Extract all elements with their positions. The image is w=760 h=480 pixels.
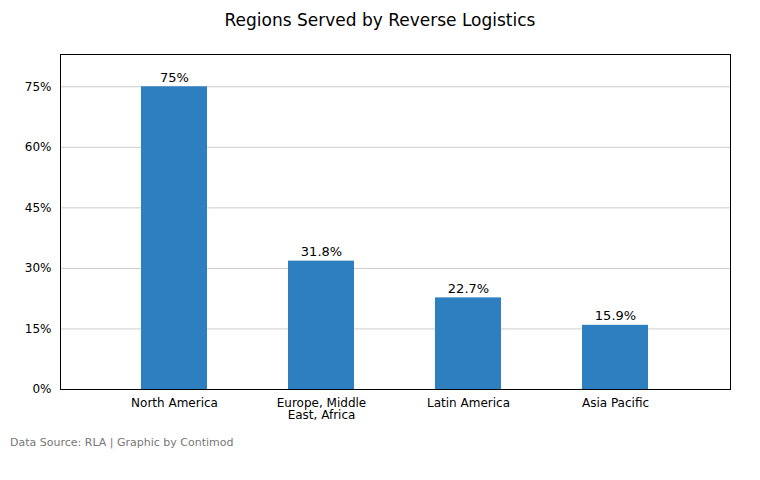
svg-text:North America: North America [131,396,218,410]
svg-text:60%: 60% [25,140,52,154]
svg-text:Latin America: Latin America [427,396,510,410]
svg-text:75%: 75% [25,80,52,94]
svg-text:0%: 0% [32,382,51,396]
svg-text:75%: 75% [160,70,189,85]
svg-text:31.8%: 31.8% [301,244,342,259]
svg-text:45%: 45% [25,201,52,215]
svg-text:15.9%: 15.9% [595,308,636,323]
svg-text:Asia Pacific: Asia Pacific [582,396,649,410]
svg-text:15%: 15% [25,322,52,336]
html-text:Regions Served by Reverse Logi: Regions Served by Reverse Logistics [224,10,536,30]
svg-text:22.7%: 22.7% [448,281,489,296]
html-text:Data Source: RLA | Graphic by: Data Source: RLA | Graphic by Contimod [10,436,234,449]
svg-text:Europe, MiddleEast, Africa: Europe, MiddleEast, Africa [277,396,366,422]
svg-text:30%: 30% [25,261,52,275]
